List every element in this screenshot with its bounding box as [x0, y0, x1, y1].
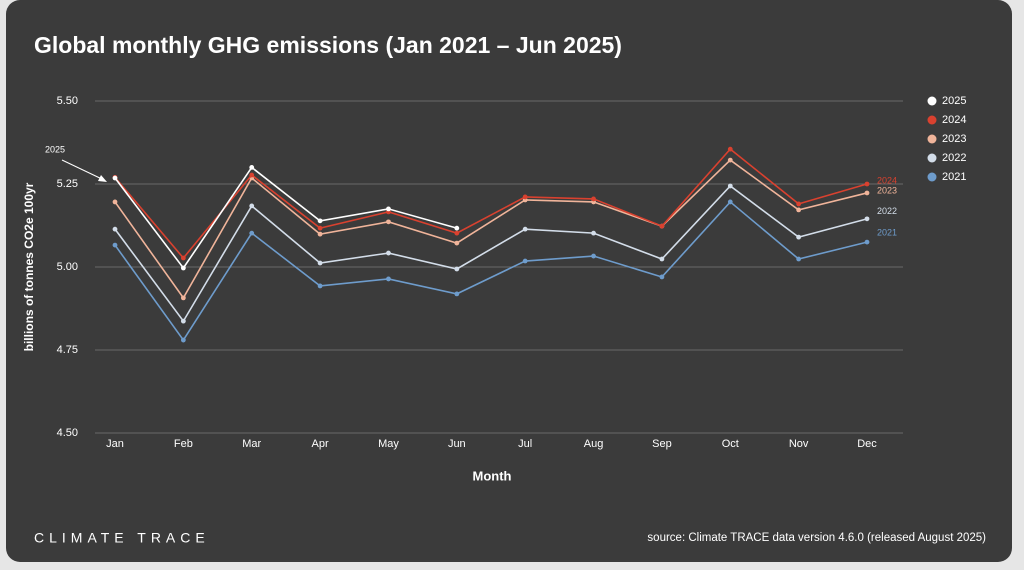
y-tick-label: 4.50 — [57, 427, 78, 439]
data-point — [112, 199, 118, 205]
data-point — [591, 253, 596, 259]
data-point — [180, 295, 186, 301]
x-tick-label: Apr — [312, 438, 329, 450]
data-point — [180, 337, 186, 343]
series-line — [114, 148, 868, 260]
series-line — [114, 166, 458, 270]
data-point — [591, 196, 596, 202]
x-tick-label: Jan — [106, 438, 124, 450]
source-note: source: Climate TRACE data version 4.6.0… — [647, 532, 986, 544]
legend-marker — [927, 172, 937, 182]
legend-marker — [927, 134, 937, 144]
data-point — [522, 194, 528, 200]
legend-label: 2023 — [942, 133, 966, 145]
data-point — [112, 226, 118, 232]
data-point — [796, 207, 802, 213]
legend-marker — [927, 115, 937, 125]
series-line — [114, 200, 868, 342]
y-tick-label: 5.50 — [57, 95, 78, 107]
data-point — [454, 225, 460, 231]
data-point — [180, 265, 186, 271]
data-point — [317, 260, 323, 266]
data-point — [864, 216, 870, 222]
x-tick-label: Feb — [174, 438, 193, 450]
data-point — [727, 146, 733, 152]
data-point — [249, 230, 255, 236]
card — [6, 0, 1012, 562]
x-tick-label: Nov — [789, 438, 809, 450]
x-tick-label: Dec — [857, 438, 877, 450]
legend-marker — [927, 153, 937, 163]
data-point — [386, 276, 391, 282]
data-point — [386, 206, 391, 212]
data-point — [317, 218, 323, 224]
legend-label: 2022 — [942, 152, 966, 164]
data-point — [659, 256, 665, 262]
data-point — [180, 255, 186, 261]
x-tick-label: Aug — [584, 438, 604, 450]
data-point — [317, 225, 323, 231]
x-tick-label: May — [378, 438, 399, 450]
x-tick-label: Jun — [448, 438, 466, 450]
y-axis-label: billions of tonnes CO2e 100yr — [22, 182, 36, 351]
x-axis-label: Month — [473, 468, 512, 483]
series-line — [114, 159, 868, 300]
x-tick-label: Mar — [242, 438, 261, 450]
series-line — [114, 184, 868, 323]
data-point — [727, 199, 733, 205]
data-point — [454, 230, 460, 236]
data-point — [796, 201, 802, 207]
data-point — [864, 181, 870, 187]
end-label: 2021 — [877, 227, 897, 237]
legend-label: 2025 — [942, 95, 966, 107]
data-point — [317, 231, 323, 237]
data-point — [796, 234, 802, 240]
data-point — [454, 291, 460, 297]
y-tick-label: 5.25 — [57, 178, 78, 190]
data-point — [454, 240, 460, 246]
end-label: 2024 — [877, 175, 897, 185]
data-point — [591, 230, 596, 236]
data-point — [112, 175, 118, 181]
legend-label: 2024 — [942, 114, 966, 126]
x-tick-label: Jul — [518, 438, 532, 450]
data-point — [386, 219, 391, 225]
data-point — [864, 190, 870, 196]
data-point — [659, 223, 665, 229]
data-point — [249, 172, 255, 178]
data-point — [659, 274, 665, 280]
data-point — [386, 250, 391, 256]
data-point — [727, 157, 733, 163]
data-point — [249, 203, 255, 209]
end-label: 2022 — [877, 206, 897, 216]
data-point — [317, 283, 323, 289]
data-point — [249, 165, 255, 170]
data-point — [522, 226, 528, 232]
data-point — [864, 239, 870, 245]
annotation-arrowhead — [98, 175, 107, 182]
data-point — [522, 258, 528, 264]
data-point — [454, 266, 460, 272]
data-point — [796, 256, 802, 262]
chart-title: Global monthly GHG emissions (Jan 2021 –… — [34, 32, 622, 58]
data-point — [180, 318, 186, 324]
legend-marker — [927, 96, 937, 106]
data-point — [727, 183, 733, 189]
legend-label: 2021 — [942, 171, 966, 183]
annotation: 2025 — [45, 144, 65, 154]
x-tick-label: Oct — [722, 438, 739, 450]
end-label: 2023 — [877, 185, 897, 195]
brand: CLIMATE TRACE — [34, 530, 210, 546]
annotation-arrow — [61, 159, 105, 181]
data-point — [112, 242, 118, 248]
x-tick-label: Sep — [652, 438, 672, 450]
y-tick-label: 5.00 — [57, 261, 78, 273]
y-tick-label: 4.75 — [57, 344, 78, 356]
